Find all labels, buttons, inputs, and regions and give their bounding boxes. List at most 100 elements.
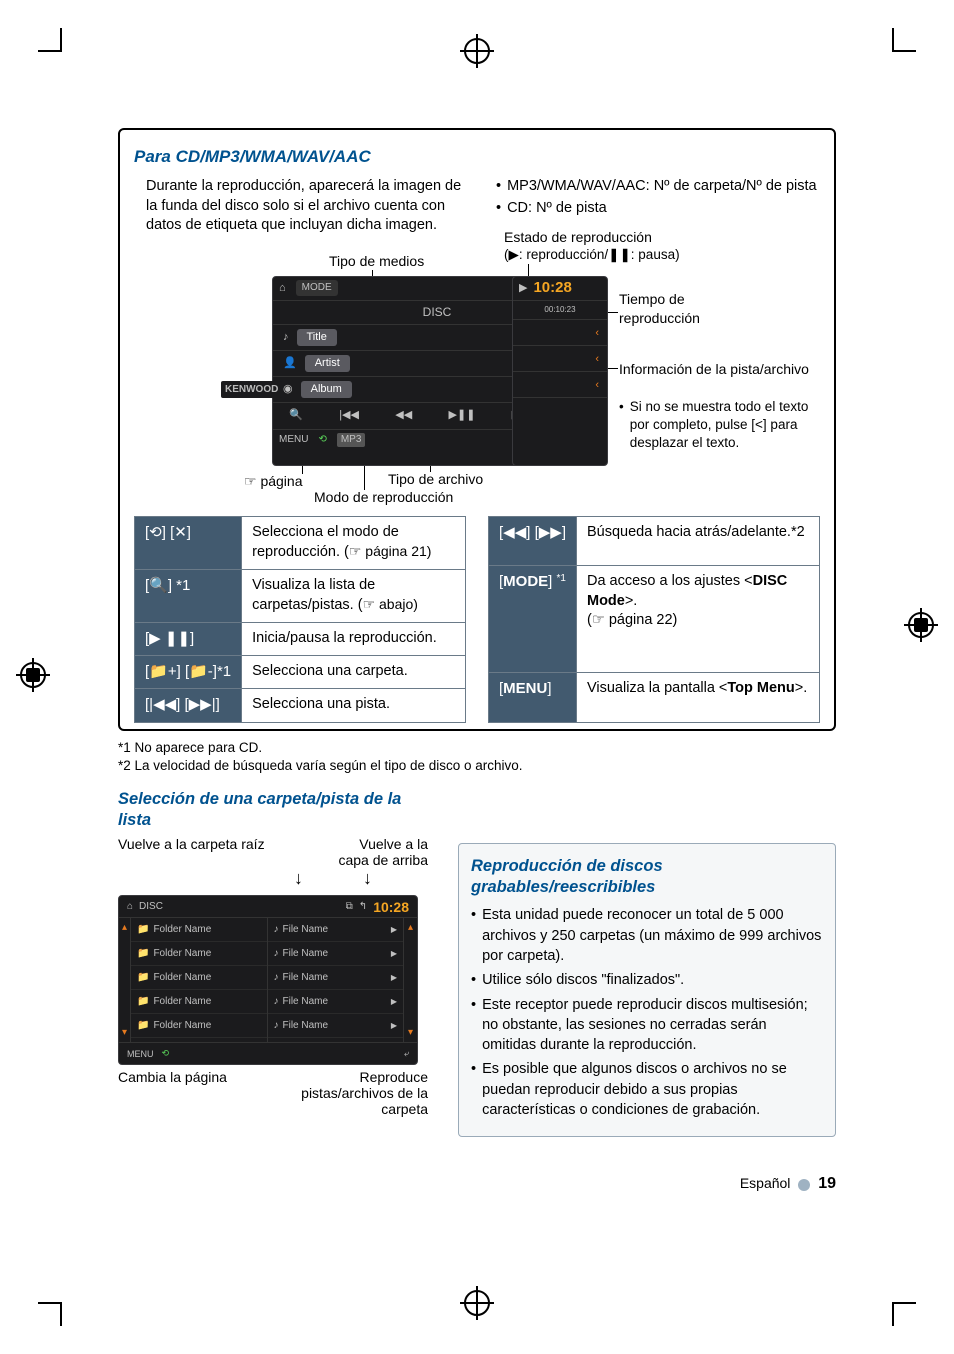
registration-mark (20, 662, 46, 688)
folder-row: 📁Folder Name (131, 1014, 267, 1038)
folder-row: 📁Folder Name (131, 990, 267, 1014)
desc-cell: Da acceso a los ajustes <DISC Mode>.(☞ p… (576, 566, 819, 673)
disc-label: DISC (139, 901, 163, 912)
footer-language: Español (740, 1175, 791, 1191)
bullet-text: CD: Nº de pista (507, 199, 607, 219)
home-icon: ⌂ (279, 281, 286, 296)
icon-cell: [◀◀] [▶▶] (489, 516, 577, 566)
folder-icon: 📁 (137, 972, 149, 983)
page-footer: Español 19 (740, 1175, 836, 1193)
icon-cell: [MODE] *1 (489, 566, 577, 673)
article-bullet: •Utilice sólo discos "finalizados". (471, 970, 823, 990)
scroll-down-icon: ▾ (122, 1027, 127, 1038)
article-bullet: •Este receptor puede reproducir discos m… (471, 995, 823, 1056)
file-row: ♪File Name▶ (268, 1014, 404, 1038)
elapsed-time: 00:10:23 (513, 301, 607, 321)
footer-dot-icon (798, 1179, 810, 1191)
play-icon: ▶ (391, 997, 397, 1006)
repeat-icon: ⟲ (162, 1048, 170, 1059)
chevron-icon: ‹ (513, 372, 607, 398)
return-icon: ⤶ (404, 1048, 409, 1059)
device-diagram: Tipo de medios Estado de reproducción (▶… (134, 242, 820, 492)
article-bullet: •Es posible que algunos discos o archivo… (471, 1059, 823, 1120)
folder-icon: 📁 (137, 948, 149, 959)
callout-play-time: Tiempo de reproducción (619, 290, 739, 328)
icon-cell: [|◀◀] [▶▶|] (135, 689, 242, 722)
artist-icon: 👤 (283, 356, 297, 371)
note-icon: ♪ (283, 330, 289, 345)
icon-cell: [MENU] (489, 673, 577, 723)
callout-file-type: Tipo de archivo (388, 470, 483, 489)
note-icon: ♪ (274, 1020, 279, 1031)
icon-cell: [📁+] [📁-]*1 (135, 656, 242, 689)
icon-cell: [🔍] *1 (135, 569, 242, 622)
desc-cell: Visualiza la pantalla <Top Menu>. (576, 673, 819, 723)
label-root-folder: Vuelve a la carpeta raíz (118, 836, 265, 868)
album-field: Album (301, 381, 352, 398)
function-tables: [⟲] [✕] Selecciona el modo de reproducci… (134, 516, 820, 723)
intro-text: Durante la reproducción, aparecerá la im… (134, 177, 476, 236)
footnote-2: *2 La velocidad de búsqueda varía según … (118, 757, 836, 775)
home-icon: ⌂ (127, 901, 133, 912)
callout-media-type: Tipo de medios (329, 252, 424, 271)
note-icon: ♪ (274, 972, 279, 983)
list-section-title: Selección de una carpeta/pista de la lis… (118, 789, 428, 830)
prev-track-icon: |◀◀ (339, 408, 359, 423)
folder-icon: 📁 (137, 1020, 149, 1031)
desc-cell: Selecciona una carpeta. (242, 656, 466, 689)
article-title: Reproducción de discos grabables/reescri… (471, 856, 823, 897)
callout-track-info: Información de la pista/archivo (619, 360, 809, 379)
callout-play-mode: Modo de reproducción (314, 488, 453, 507)
chevron-icon: ‹ (513, 346, 607, 372)
scroll-up-icon: ▴ (408, 922, 413, 933)
callout-ref-page: ☞ página (244, 472, 302, 491)
article-box: Reproducción de discos grabables/reescri… (458, 843, 836, 1137)
note-icon: ♪ (274, 924, 279, 935)
crop-mark (892, 50, 916, 52)
desc-cell: Visualiza la lista de carpetas/pistas. (… (242, 569, 466, 622)
registration-mark (464, 38, 490, 64)
play-icon: ▶ (391, 973, 397, 982)
file-row: ♪File Name▶ (268, 990, 404, 1014)
file-row: ♪File Name▶ (268, 966, 404, 990)
desc-cell: Inicia/pausa la reproducción. (242, 622, 466, 655)
crop-mark (892, 1302, 894, 1326)
callout-play-status-detail: (▶: reproducción/❚❚: pausa) (504, 246, 680, 264)
desc-cell: Selecciona una pista. (242, 689, 466, 722)
bullet-item: •CD: Nº de pista (496, 199, 820, 219)
function-table-left: [⟲] [✕] Selecciona el modo de reproducci… (134, 516, 466, 723)
article-bullet: •Esta unidad puede reconocer un total de… (471, 905, 823, 966)
registration-mark (464, 1290, 490, 1316)
scroll-down-icon: ▾ (408, 1027, 413, 1038)
file-row: ♪File Name▶ (268, 942, 404, 966)
desc-cell: Selecciona el modo de reproducción. (☞ p… (242, 516, 466, 569)
callout-track-info-sub: •Si no se muestra todo el texto por comp… (619, 398, 819, 453)
play-icon: ▶ (391, 1021, 397, 1030)
footnotes: *1 No aparece para CD. *2 La velocidad d… (118, 739, 836, 775)
mode-button: MODE (296, 280, 338, 296)
file-row: ♪File Name▶ (268, 918, 404, 942)
page-content: Para CD/MP3/WMA/WAV/AAC Durante la repro… (118, 128, 836, 1137)
label-up-folder: Vuelve a la capa de arriba (328, 836, 428, 868)
mp3-badge: MP3 (337, 433, 366, 447)
bullet-item: •MP3/WMA/WAV/AAC: Nº de carpeta/Nº de pi… (496, 177, 820, 197)
page-number: 19 (818, 1175, 836, 1192)
caption-play-folder: Reproduce pistas/archivos de la carpeta (278, 1069, 428, 1117)
rewind-icon: ◀◀ (395, 408, 412, 423)
desc-cell: Búsqueda hacia atrás/adelante.*2 (576, 516, 819, 566)
crop-mark (892, 28, 894, 52)
crop-mark (60, 28, 62, 52)
play-status-icon: ▶ (519, 281, 527, 296)
icon-cell: [▶ ❚❚] (135, 622, 242, 655)
play-pause-icon: ▶❚❚ (449, 408, 476, 423)
up-folder-icon: ↰ (359, 901, 367, 912)
main-section-box: Para CD/MP3/WMA/WAV/AAC Durante la repro… (118, 128, 836, 731)
folder-row: 📁Folder Name (131, 918, 267, 942)
album-icon: ◉ (283, 382, 293, 397)
registration-mark (908, 612, 934, 638)
list-device-mockup: ⌂ DISC ⧉ ↰ 10:28 ▴ ▾ 📁Folder Name (118, 895, 418, 1065)
crop-mark (38, 1302, 62, 1304)
chevron-icon: ‹ (513, 320, 607, 346)
search-icon: 🔍 (289, 408, 303, 423)
callout-play-status: Estado de reproducción (504, 228, 652, 247)
